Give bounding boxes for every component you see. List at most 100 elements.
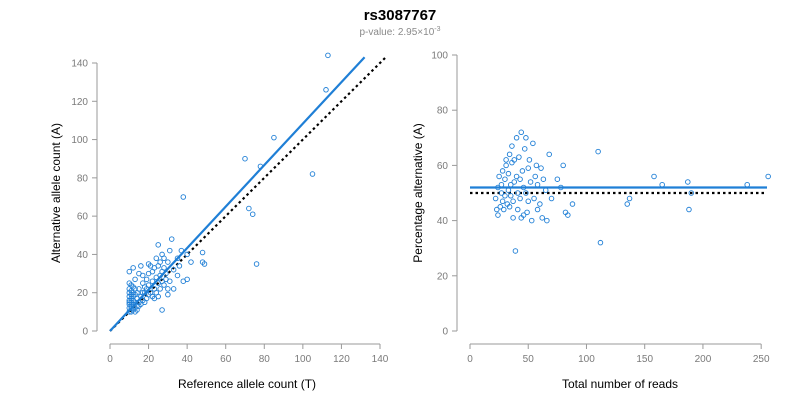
right-data-point bbox=[554, 176, 561, 182]
right-data-point bbox=[651, 173, 657, 180]
left-data-point bbox=[159, 307, 165, 313]
right-y-tick-label: 0 bbox=[442, 327, 448, 338]
right-data-point bbox=[520, 184, 527, 191]
right-data-point bbox=[508, 181, 514, 188]
left-data-point bbox=[143, 276, 150, 283]
right-data-point bbox=[527, 179, 534, 185]
right-data-point bbox=[531, 195, 537, 202]
right-data-point bbox=[624, 201, 630, 207]
left-x-axis-label: Reference allele count (T) bbox=[178, 377, 316, 391]
right-data-point bbox=[765, 173, 771, 180]
right-data-point bbox=[685, 179, 691, 185]
left-y-tick-label: 120 bbox=[71, 97, 88, 108]
left-data-point bbox=[180, 194, 187, 200]
left-x-tick-label: 0 bbox=[107, 354, 113, 365]
left-data-point bbox=[167, 278, 173, 284]
p-value-exponent: -3 bbox=[434, 26, 440, 33]
left-data-point bbox=[155, 242, 161, 248]
left-data-point bbox=[157, 259, 163, 265]
right-data-point bbox=[502, 176, 508, 182]
right-data-point bbox=[534, 206, 541, 213]
right-data-point bbox=[548, 195, 555, 202]
left-data-point bbox=[249, 211, 256, 217]
right-data-point bbox=[518, 129, 524, 136]
left-data-point bbox=[136, 286, 142, 292]
left-data-point bbox=[140, 289, 146, 296]
right-data-point bbox=[526, 157, 533, 163]
left-data-point bbox=[130, 265, 136, 271]
right-data-point bbox=[539, 215, 545, 221]
right-data-point bbox=[497, 204, 504, 210]
left-data-point bbox=[246, 205, 252, 212]
right-data-point bbox=[597, 239, 604, 246]
right-data-point bbox=[558, 184, 564, 191]
right-data-point bbox=[524, 209, 530, 216]
right-data-point bbox=[492, 195, 499, 202]
left-data-point bbox=[149, 278, 156, 284]
left-data-point bbox=[242, 155, 248, 162]
right-x-tick-label: 250 bbox=[753, 354, 770, 365]
right-data-point bbox=[510, 198, 516, 205]
right-data-point bbox=[494, 206, 500, 213]
right-data-point bbox=[517, 176, 523, 182]
left-data-point bbox=[161, 265, 167, 271]
left-data-point bbox=[199, 249, 206, 256]
left-y-tick-label: 0 bbox=[82, 327, 88, 338]
right-data-point bbox=[515, 190, 521, 196]
left-data-point bbox=[257, 163, 264, 170]
left-data-point bbox=[176, 263, 183, 269]
right-data-point bbox=[501, 206, 507, 213]
right-data-point bbox=[516, 154, 522, 160]
left-data-point bbox=[132, 276, 138, 283]
left-y-axis-label: Alternative allele count (A) bbox=[49, 123, 63, 263]
left-x-tick-label: 140 bbox=[372, 354, 389, 365]
left-data-point bbox=[167, 247, 173, 254]
right-data-point bbox=[538, 165, 544, 171]
left-data-point bbox=[170, 286, 177, 292]
left-data-point bbox=[253, 261, 260, 267]
right-data-point bbox=[508, 193, 514, 199]
left-data-point bbox=[174, 255, 181, 262]
left-data-point bbox=[155, 293, 161, 300]
right-data-point bbox=[499, 198, 506, 205]
right-data-point bbox=[686, 206, 692, 213]
left-data-point bbox=[170, 266, 177, 273]
left-y-tick-label: 140 bbox=[71, 59, 88, 70]
p-value-text: p-value: 2.95×10 bbox=[359, 27, 434, 38]
right-data-point bbox=[498, 190, 505, 196]
left-data-point bbox=[165, 286, 171, 292]
left-data-point bbox=[157, 286, 163, 292]
left-data-point bbox=[188, 259, 194, 265]
left-data-point bbox=[325, 52, 331, 59]
right-y-tick-label: 80 bbox=[437, 106, 449, 117]
right-data-point bbox=[509, 143, 515, 149]
right-data-point bbox=[495, 212, 501, 218]
right-data-point bbox=[542, 187, 549, 193]
right-data-point bbox=[510, 215, 516, 221]
right-x-tick-label: 0 bbox=[467, 354, 473, 365]
left-data-point bbox=[126, 268, 133, 275]
right-data-point bbox=[626, 195, 633, 202]
left-data-point bbox=[201, 261, 208, 267]
right-data-point bbox=[525, 198, 531, 205]
right-data-point bbox=[744, 181, 750, 188]
right-data-point bbox=[595, 148, 601, 155]
right-y-axis-label: Percentage alternative (A) bbox=[411, 123, 425, 262]
left-x-tick-label: 60 bbox=[220, 354, 232, 365]
right-data-point bbox=[528, 217, 535, 224]
right-y-tick-label: 40 bbox=[437, 216, 449, 227]
right-data-point bbox=[569, 201, 576, 207]
left-data-point bbox=[138, 263, 144, 269]
right-data-point bbox=[511, 157, 518, 163]
left-data-point bbox=[271, 134, 277, 141]
right-data-point bbox=[495, 184, 501, 191]
right-y-tick-label: 20 bbox=[437, 271, 449, 282]
left-reference-line bbox=[109, 56, 387, 332]
right-data-point bbox=[506, 151, 513, 158]
right-data-point bbox=[544, 217, 550, 224]
left-data-point bbox=[174, 272, 181, 279]
left-data-point bbox=[184, 251, 190, 258]
right-data-point bbox=[511, 179, 518, 185]
right-data-point bbox=[505, 170, 512, 177]
right-y-tick-label: 60 bbox=[437, 161, 449, 172]
